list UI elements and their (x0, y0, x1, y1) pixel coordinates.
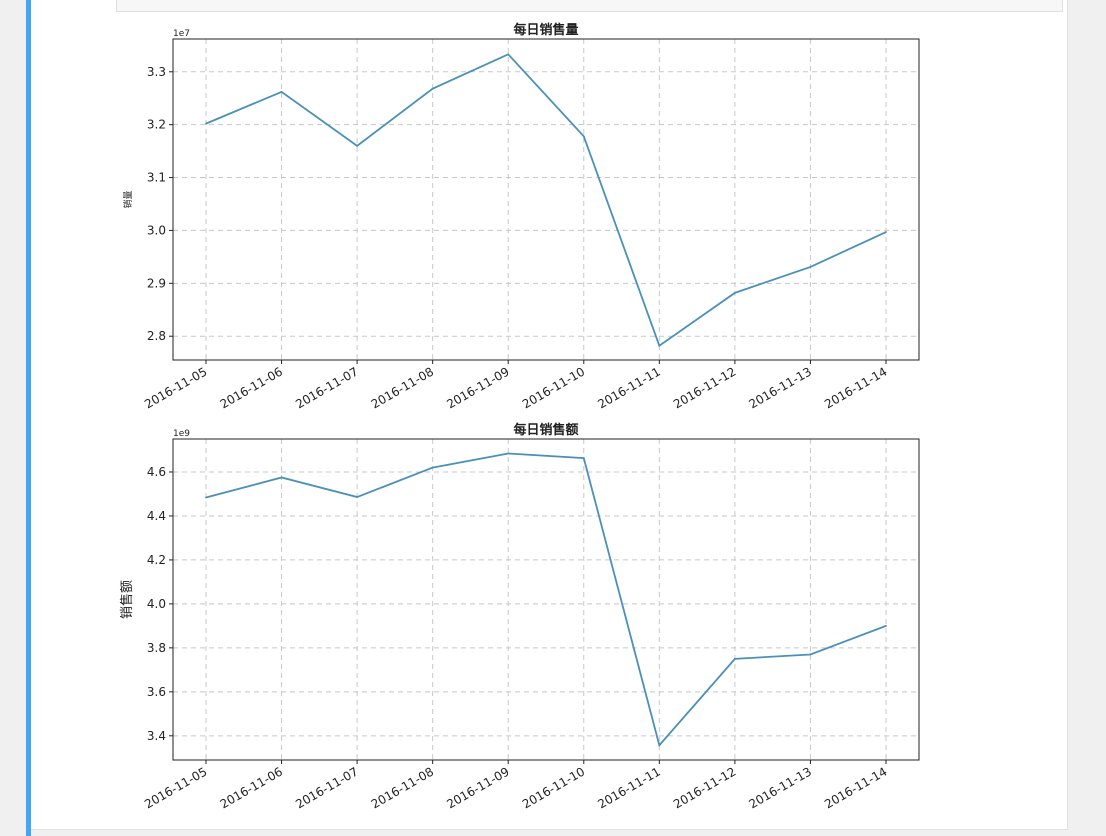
x-tick-label: 2016-11-12 (671, 764, 738, 811)
y-tick-label: 3.3 (147, 65, 166, 79)
data-point (356, 496, 359, 498)
y-tick-label: 4.0 (147, 597, 166, 611)
data-point (356, 144, 359, 147)
chart-1: 2016-11-05 2016-11-06 2016-11-07 2016-11-08… (122, 22, 920, 411)
x-tick-label: 2016-11-12 (671, 364, 738, 411)
data-point (205, 122, 207, 125)
y-tick-label: 3.1 (147, 171, 166, 185)
data-point (431, 466, 434, 469)
x-tick-label: 2016-11-13 (747, 764, 814, 811)
x-tick-label: 2016-11-06 (218, 364, 285, 411)
code-cell-input[interactable] (116, 0, 1063, 12)
chart-title: 每日销售量 (513, 22, 578, 38)
x-tick-label: 2016-11-05 (142, 764, 209, 811)
data-point (507, 452, 510, 455)
y-tick-label: 2.9 (147, 276, 166, 290)
data-point (280, 90, 283, 93)
data-point (507, 53, 510, 56)
chart-figure: 2016-11-05 2016-11-06 2016-11-07 2016-11-08… (119, 22, 920, 811)
data-point (733, 657, 736, 660)
x-tick-label: 2016-11-08 (369, 364, 436, 411)
x-tick-label: 2016-11-11 (595, 764, 662, 811)
x-tick-label: 2016-11-08 (369, 764, 436, 811)
chart-2: 2016-11-05 2016-11-06 2016-11-07 2016-11-08… (119, 422, 920, 811)
y-tick-label: 4.6 (147, 465, 166, 479)
data-point (809, 266, 812, 268)
x-tick-label: 2016-11-13 (747, 364, 814, 411)
x-tick-label: 2016-11-06 (218, 764, 285, 811)
data-point (658, 744, 661, 747)
x-tick-label: 2016-11-07 (293, 364, 360, 411)
y-axis-label: 销量 (122, 190, 134, 208)
data-point (885, 624, 887, 627)
plot-frame (172, 38, 920, 361)
y-tick-label: 4.2 (147, 553, 166, 567)
axis-scale-label: 1e9 (173, 429, 190, 439)
x-tick-label: 2016-11-10 (520, 764, 587, 811)
data-point (205, 496, 207, 499)
y-tick-label: 2.8 (147, 329, 166, 343)
axis-scale-label: 1e7 (173, 29, 190, 39)
y-tick-label: 3.8 (147, 641, 166, 655)
y-tick-label: 3.6 (147, 685, 166, 699)
y-tick-label: 3.2 (147, 118, 166, 132)
x-tick-label: 2016-11-14 (822, 764, 889, 811)
chart-title: 每日销售额 (513, 422, 578, 438)
data-point (280, 476, 283, 479)
data-point (431, 87, 434, 90)
y-tick-label: 4.4 (147, 509, 166, 523)
x-tick-label: 2016-11-09 (444, 764, 511, 811)
x-tick-label: 2016-11-05 (142, 364, 209, 411)
data-point (809, 653, 812, 656)
y-axis-label: 销售额 (119, 580, 135, 619)
x-tick-label: 2016-11-10 (520, 364, 587, 411)
series-line (205, 53, 887, 348)
x-tick-label: 2016-11-14 (822, 364, 889, 411)
data-point (582, 135, 585, 138)
cell-selection-bar (26, 0, 31, 836)
x-tick-label: 2016-11-07 (293, 764, 360, 811)
x-tick-label: 2016-11-11 (595, 364, 662, 411)
data-point (658, 344, 661, 347)
x-tick-label: 2016-11-09 (444, 364, 511, 411)
series-line (205, 452, 887, 748)
data-point (733, 291, 736, 294)
y-tick-label: 3.4 (147, 729, 166, 743)
data-point (885, 231, 887, 233)
y-tick-label: 3.0 (147, 223, 166, 237)
plot-frame (172, 438, 920, 761)
cell-output: 2016-11-05 2016-11-06 2016-11-07 2016-11-08… (31, 11, 1067, 829)
data-point (582, 457, 585, 460)
